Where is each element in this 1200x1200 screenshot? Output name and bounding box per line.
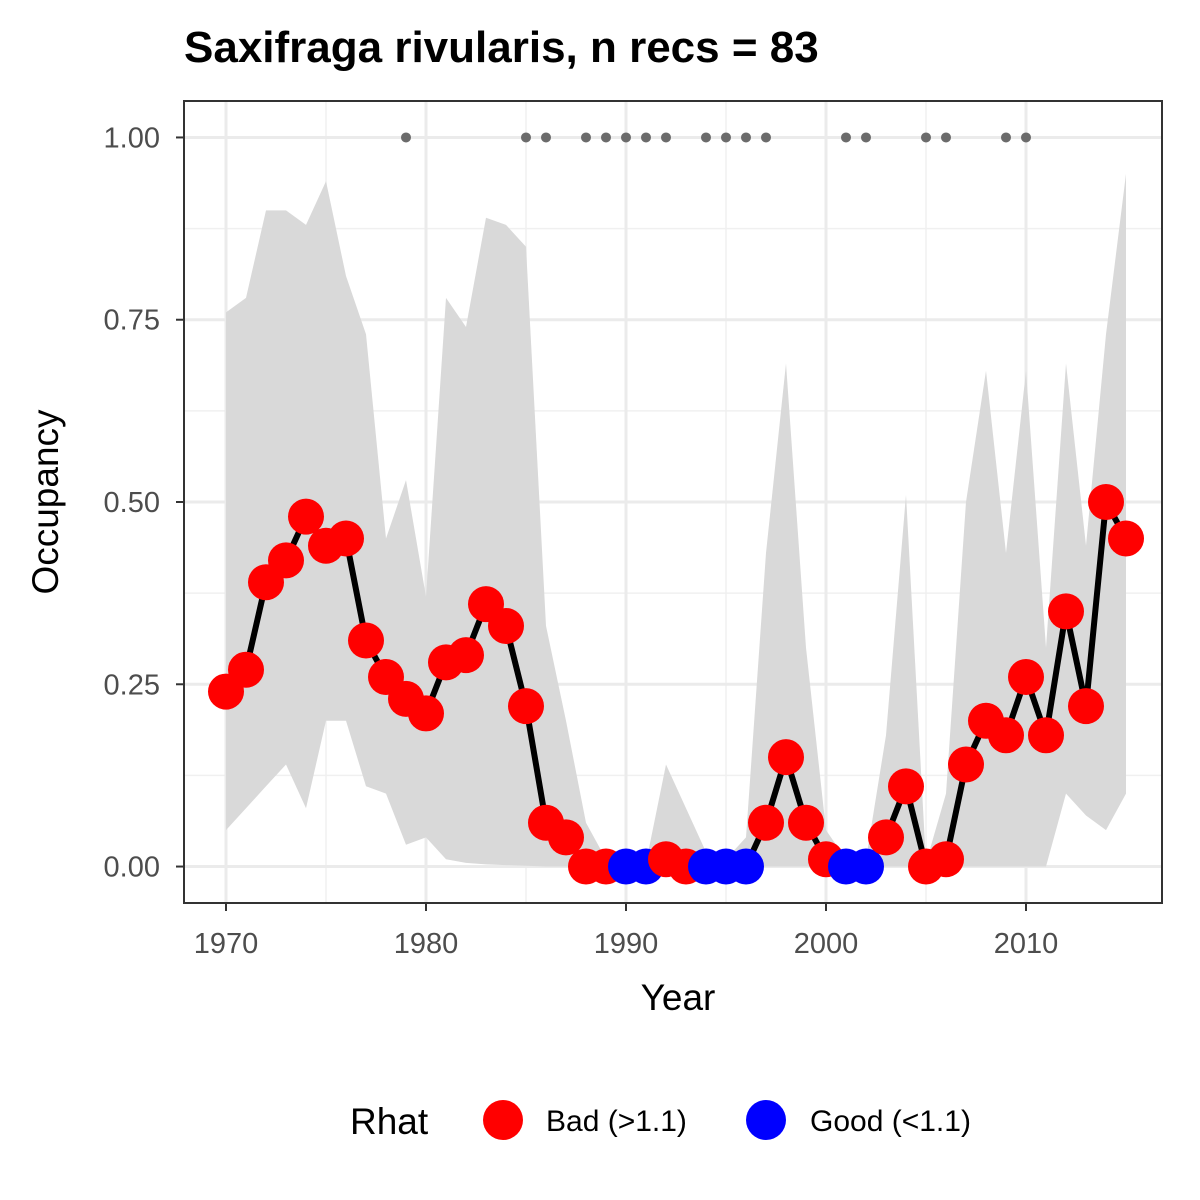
- data-point-bad: [1068, 688, 1104, 725]
- y-axis-title: Occupancy: [25, 409, 66, 595]
- legend-title: Rhat: [350, 1101, 429, 1142]
- x-tick-label: 2010: [994, 928, 1059, 960]
- data-point-bad: [328, 520, 364, 557]
- y-tick-label: 0.75: [104, 305, 160, 337]
- record-marker: [1001, 132, 1011, 143]
- legend: Rhat Bad (>1.1) Good (<1.1): [350, 1100, 971, 1142]
- record-marker: [1021, 132, 1031, 143]
- record-marker: [581, 132, 591, 143]
- x-tick-label: 2000: [794, 928, 859, 960]
- legend-key-good: [746, 1100, 786, 1140]
- x-tick-label: 1980: [394, 928, 459, 960]
- legend-label-good: Good (<1.1): [810, 1105, 971, 1138]
- data-point-bad: [448, 637, 484, 674]
- data-point-bad: [788, 804, 824, 841]
- data-point-bad: [868, 819, 904, 856]
- y-tick-label: 1.00: [104, 122, 160, 154]
- data-point-bad: [768, 739, 804, 776]
- data-point-bad: [888, 768, 924, 805]
- record-marker: [861, 132, 871, 143]
- record-marker: [601, 132, 611, 143]
- legend-label-bad: Bad (>1.1): [546, 1105, 687, 1138]
- data-point-bad: [408, 695, 444, 732]
- occupancy-points: [208, 484, 1144, 885]
- data-point-bad: [928, 841, 964, 878]
- data-point-bad: [748, 804, 784, 841]
- legend-key-bad: [483, 1100, 523, 1140]
- x-axis-title: Year: [641, 977, 716, 1018]
- y-tick-label: 0.50: [104, 487, 160, 519]
- data-point-bad: [1088, 484, 1124, 520]
- record-marker: [941, 132, 951, 143]
- data-point-good: [728, 848, 764, 885]
- x-tick-label: 1990: [594, 928, 659, 960]
- data-point-bad: [1008, 658, 1044, 695]
- x-axis-ticks: 1970 1980 1990 2000 2010: [194, 903, 1059, 960]
- data-point-bad: [1028, 717, 1064, 754]
- data-point-bad: [948, 746, 984, 783]
- data-point-bad: [1108, 520, 1144, 557]
- record-markers: [401, 132, 1031, 143]
- y-tick-label: 0.00: [104, 852, 160, 884]
- data-point-bad: [488, 607, 524, 644]
- data-point-bad: [228, 651, 264, 688]
- record-marker: [401, 132, 411, 143]
- record-marker: [641, 132, 651, 143]
- data-point-good: [848, 848, 884, 885]
- y-tick-label: 0.25: [104, 669, 160, 701]
- data-point-bad: [508, 688, 544, 725]
- data-point-bad: [348, 622, 384, 659]
- record-marker: [521, 132, 531, 143]
- data-point-bad: [268, 542, 304, 579]
- record-marker: [721, 132, 731, 143]
- y-axis-ticks: 0.00 0.25 0.50 0.75 1.00: [104, 122, 184, 884]
- record-marker: [541, 132, 551, 143]
- data-point-bad: [288, 498, 324, 535]
- chart-title: Saxifraga rivularis, n recs = 83: [184, 23, 819, 72]
- x-tick-label: 1970: [194, 928, 259, 960]
- record-marker: [661, 132, 671, 143]
- credible-interval-band: [226, 173, 1126, 867]
- record-marker: [621, 132, 631, 143]
- record-marker: [761, 132, 771, 143]
- data-point-bad: [548, 819, 584, 856]
- data-point-bad: [1048, 593, 1084, 630]
- data-point-bad: [988, 717, 1024, 754]
- record-marker: [701, 132, 711, 143]
- record-marker: [741, 132, 751, 143]
- record-marker: [921, 132, 931, 143]
- record-marker: [841, 132, 851, 143]
